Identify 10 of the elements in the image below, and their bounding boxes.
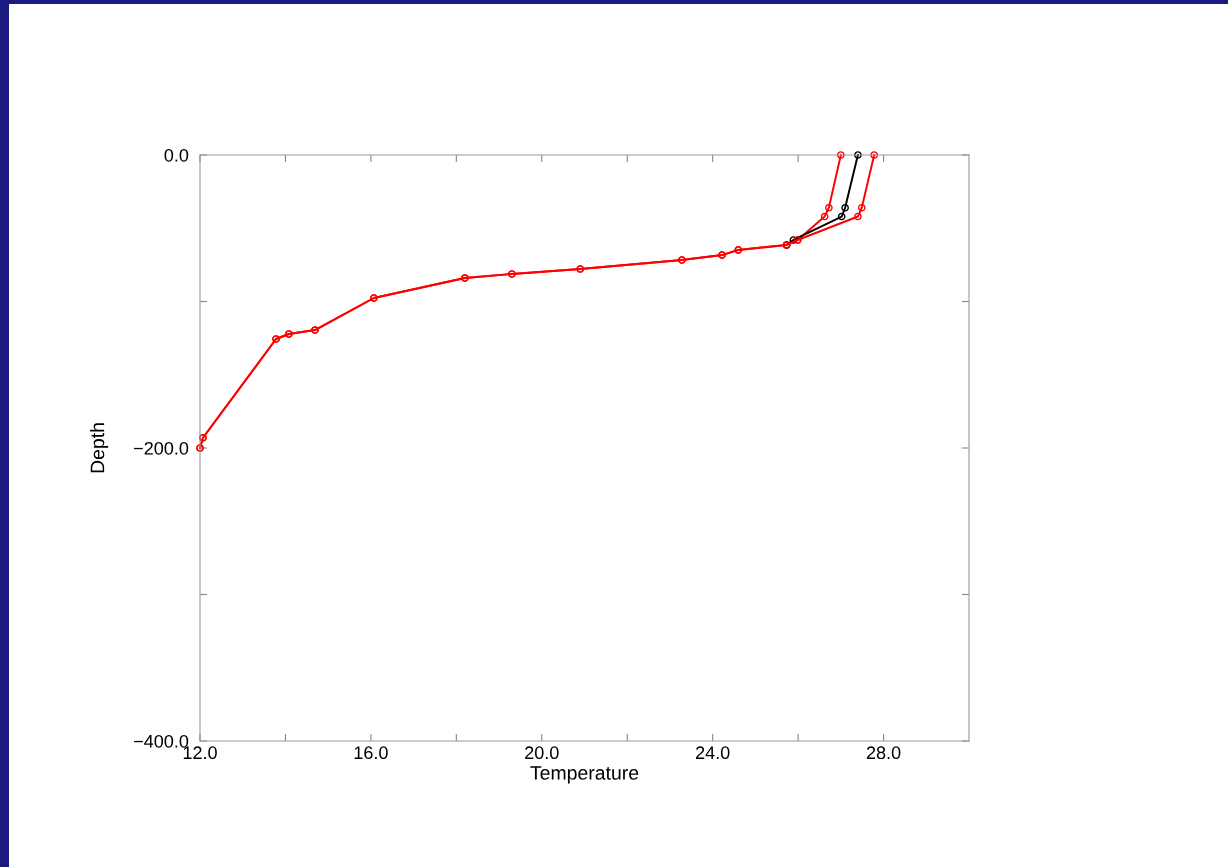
y-tick-label: 0.0 (164, 148, 189, 162)
x-tick-label: 12.0 (183, 746, 217, 760)
x-tick-label: 24.0 (696, 746, 730, 760)
y-axis-title: Depth (90, 423, 109, 473)
y-tick-label: −200.0 (134, 441, 189, 455)
x-axis-title: Temperature (530, 766, 639, 784)
y-tick-label: −400.0 (134, 734, 189, 748)
x-tick-label: 20.0 (525, 746, 559, 760)
x-tick-label: 28.0 (866, 746, 901, 760)
x-tick-label: 16.0 (354, 746, 388, 760)
